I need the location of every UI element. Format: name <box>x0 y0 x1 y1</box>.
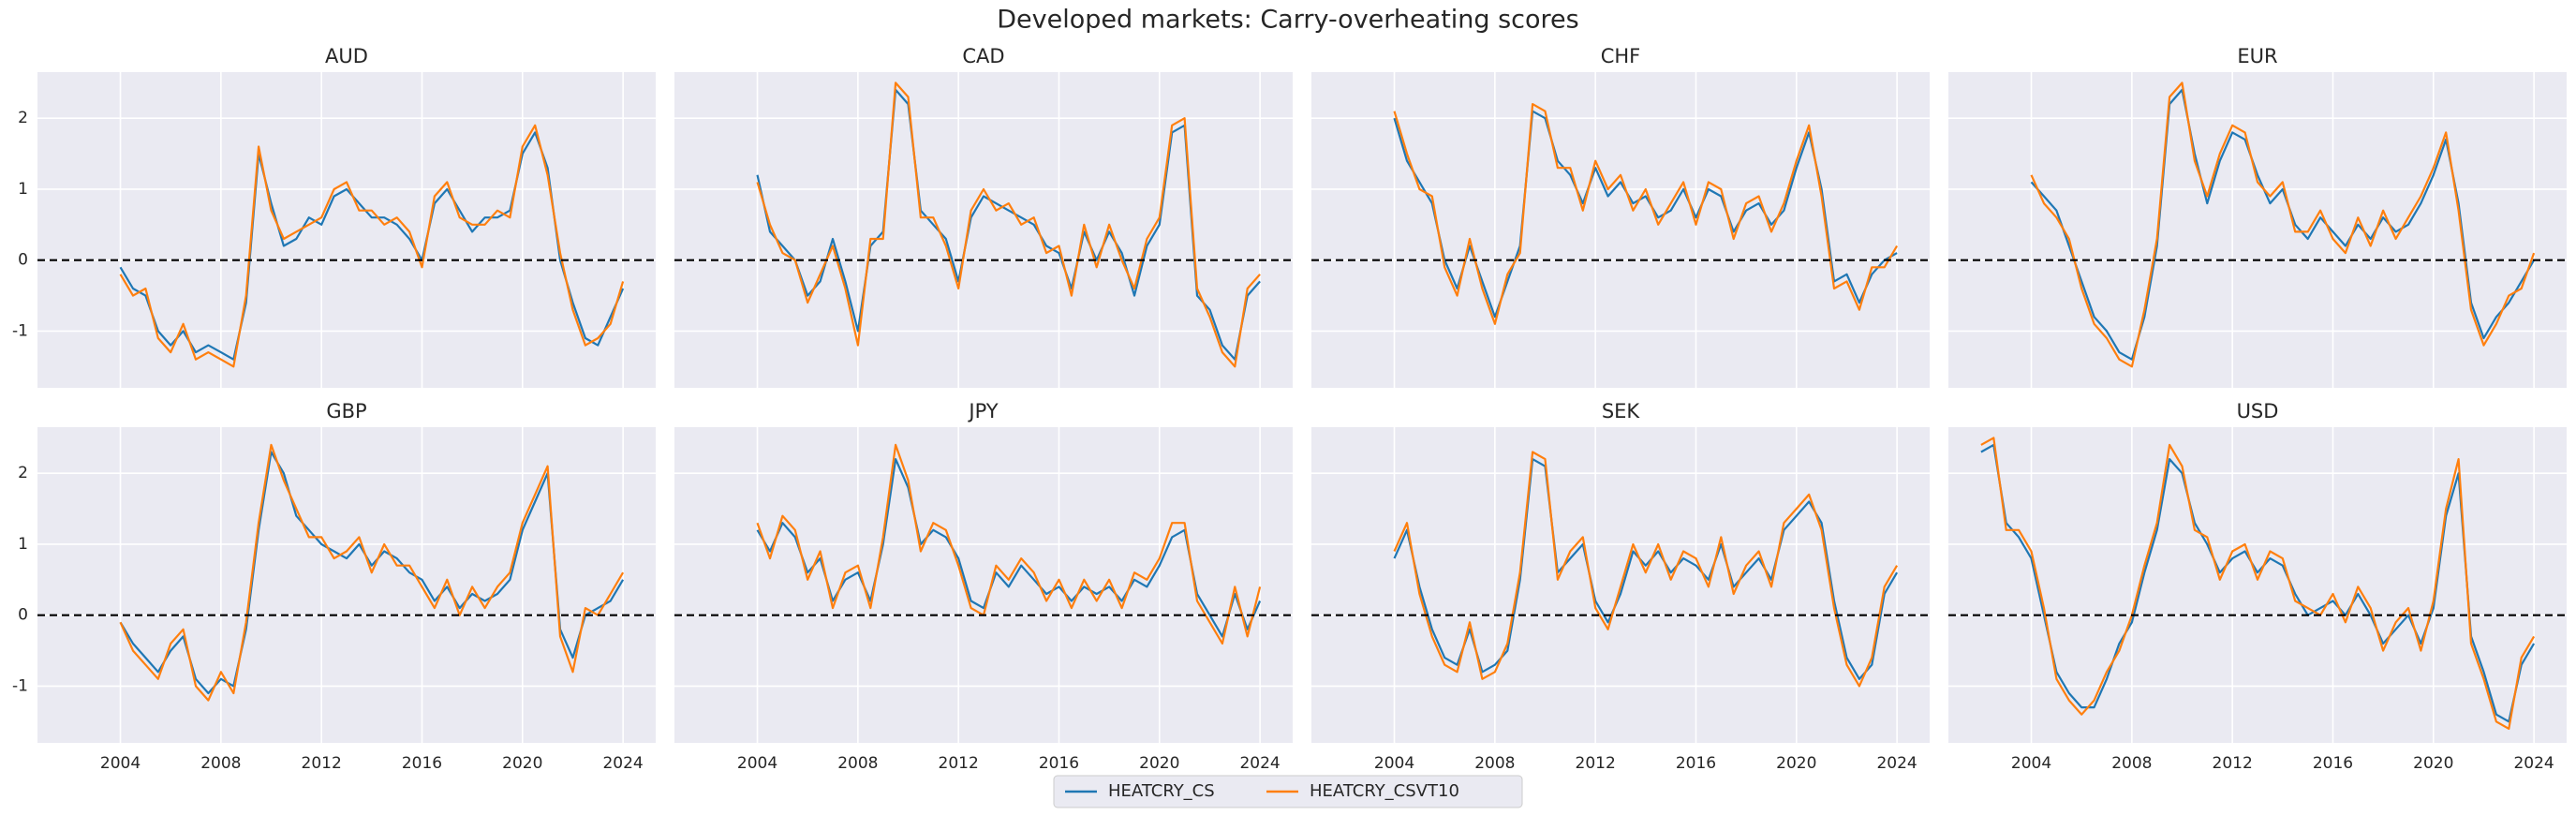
panel-title: SEK <box>1602 400 1641 422</box>
x-tick-label: 2016 <box>402 754 442 773</box>
series-line <box>756 82 1261 368</box>
x-tick-label: 2004 <box>737 754 777 773</box>
x-tick-label: 2024 <box>1876 754 1917 773</box>
y-tick-label: -1 <box>12 321 28 340</box>
x-tick-label: 2012 <box>939 754 979 773</box>
plot-background <box>37 427 656 743</box>
figure-title: Developed markets: Carry-overheating sco… <box>997 6 1578 35</box>
x-tick-label: 2024 <box>602 754 643 773</box>
series-line <box>756 88 1261 361</box>
series-line <box>1393 103 1899 325</box>
x-tick-label: 2008 <box>1474 754 1515 773</box>
x-tick-label: 2008 <box>200 754 241 773</box>
panel-title: CAD <box>962 45 1004 67</box>
y-tick-label: -1 <box>12 676 28 695</box>
legend-label: HEATCRY_CS <box>1108 781 1215 801</box>
y-tick-label: 1 <box>18 535 28 554</box>
panel-title: CHF <box>1601 45 1641 67</box>
series-line <box>1980 437 2536 730</box>
x-tick-label: 2008 <box>837 754 878 773</box>
x-tick-label: 2016 <box>2313 754 2353 773</box>
panel-title: USD <box>2237 400 2279 422</box>
y-tick-label: 0 <box>18 606 28 625</box>
x-tick-label: 2016 <box>1039 754 1079 773</box>
plot-background <box>674 72 1293 388</box>
series-line <box>119 443 625 702</box>
x-tick-label: 2020 <box>1776 754 1816 773</box>
x-tick-label: 2012 <box>2213 754 2253 773</box>
y-tick-label: 0 <box>18 251 28 270</box>
panel-title: JPY <box>967 400 998 422</box>
x-tick-label: 2012 <box>302 754 342 773</box>
x-tick-label: 2020 <box>502 754 542 773</box>
x-tick-label: 2016 <box>1676 754 1716 773</box>
x-tick-label: 2024 <box>1239 754 1280 773</box>
panel-title: EUR <box>2237 45 2277 67</box>
x-tick-label: 2020 <box>1139 754 1179 773</box>
x-tick-label: 2024 <box>2513 754 2554 773</box>
series-line <box>119 451 625 695</box>
panel-title: GBP <box>326 400 366 422</box>
panel-title: AUD <box>325 45 368 67</box>
y-tick-label: 2 <box>18 109 28 127</box>
x-tick-label: 2004 <box>1374 754 1414 773</box>
y-tick-label: 1 <box>18 180 28 199</box>
series-line <box>119 124 625 368</box>
x-tick-label: 2020 <box>2413 754 2453 773</box>
plot-background <box>674 427 1293 743</box>
plot-background <box>1948 427 2567 743</box>
y-tick-label: 2 <box>18 464 28 482</box>
series-line <box>2030 82 2536 368</box>
series-line <box>1393 451 1899 688</box>
x-tick-label: 2004 <box>100 754 141 773</box>
series-line <box>756 443 1262 645</box>
legend-label: HEATCRY_CSVT10 <box>1310 781 1459 801</box>
plot-background <box>1948 72 2567 388</box>
x-tick-label: 2012 <box>1576 754 1616 773</box>
x-tick-label: 2004 <box>2011 754 2051 773</box>
plot-background <box>1311 72 1930 388</box>
x-tick-label: 2008 <box>2111 754 2152 773</box>
plot-background <box>37 72 656 388</box>
